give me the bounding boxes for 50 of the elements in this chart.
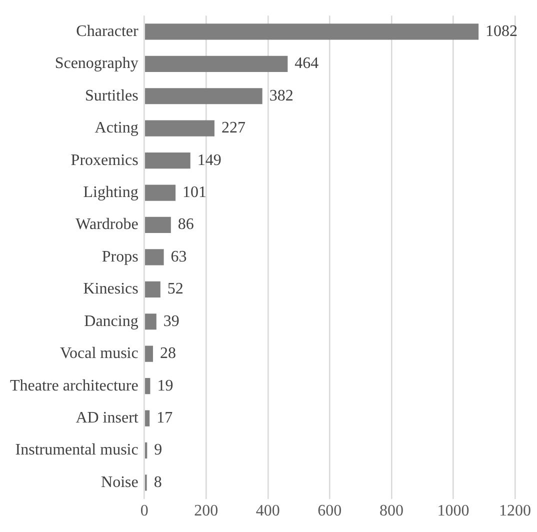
y-tick-label: Lighting <box>83 184 138 201</box>
y-tick-label: Props <box>102 248 138 266</box>
bar <box>145 88 262 104</box>
bar <box>145 281 160 298</box>
bar <box>145 184 176 201</box>
y-tick-label: Proxemics <box>70 152 138 169</box>
data-label: 227 <box>221 120 246 137</box>
bar <box>145 216 171 234</box>
y-tick-label: AD insert <box>76 409 139 426</box>
data-label: 9 <box>154 442 162 459</box>
y-tick-label: Kinesics <box>83 280 138 298</box>
y-tick-label: Scenography <box>54 55 138 72</box>
bar <box>145 120 214 136</box>
y-tick-label: Wardrobe <box>76 216 138 234</box>
data-label: 28 <box>160 345 176 362</box>
bar <box>145 24 479 40</box>
x-tick-label: 0 <box>140 502 148 520</box>
data-label: 86 <box>178 216 194 234</box>
data-label: 39 <box>163 312 180 330</box>
bar <box>145 56 288 72</box>
bar <box>145 249 164 266</box>
x-tick-label: 1000 <box>437 502 470 520</box>
data-label: 382 <box>269 87 294 104</box>
x-tick-label: 600 <box>318 502 342 520</box>
y-tick-label: Character <box>76 22 140 40</box>
x-tick-label: 1200 <box>499 502 531 520</box>
bar <box>145 314 156 330</box>
x-tick-label: 800 <box>379 502 404 520</box>
y-tick-label: Dancing <box>84 312 138 330</box>
data-label: 8 <box>154 474 162 491</box>
y-tick-label: Instrumental music <box>15 442 138 459</box>
y-tick-label: Surtitles <box>85 87 138 104</box>
bar <box>145 346 153 362</box>
bar <box>145 410 150 426</box>
bar <box>145 152 190 169</box>
y-tick-label: Noise <box>101 474 138 491</box>
y-tick-label: Acting <box>94 120 138 137</box>
data-label: 17 <box>156 409 173 426</box>
data-label: 19 <box>157 377 174 394</box>
x-tick-label: 400 <box>256 502 280 520</box>
bar <box>145 378 150 394</box>
x-tick-label: 200 <box>194 502 218 520</box>
y-tick-label: Vocal music <box>60 345 138 362</box>
y-tick-label: Theatre architecture <box>10 377 138 394</box>
data-label: 63 <box>170 248 187 266</box>
data-label: 101 <box>182 184 207 201</box>
data-label: 1082 <box>486 22 518 40</box>
data-label: 149 <box>197 152 222 169</box>
data-label: 52 <box>167 280 184 298</box>
data-label: 464 <box>294 55 319 72</box>
